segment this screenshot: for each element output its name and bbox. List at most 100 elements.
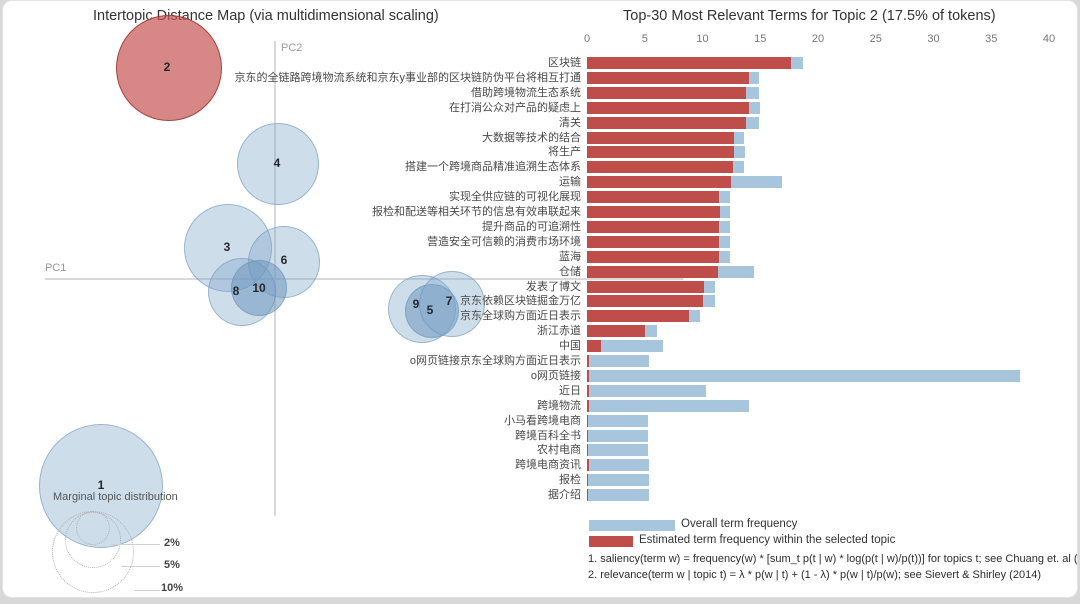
term-row[interactable]: 中国 xyxy=(3,339,1077,353)
topic-frequency-bar xyxy=(587,310,689,323)
term-label[interactable]: 近日 xyxy=(559,384,581,397)
term-row[interactable]: 近日 xyxy=(3,384,1077,398)
term-row[interactable]: 仓储 xyxy=(3,265,1077,279)
term-row[interactable]: 浙江赤道 xyxy=(3,324,1077,338)
topic-frequency-bar xyxy=(587,340,601,353)
topic-frequency-bar xyxy=(587,86,747,99)
term-label[interactable]: 清关 xyxy=(559,116,581,129)
term-label[interactable]: 跨境电商资讯 xyxy=(515,459,581,472)
topic-circle-4[interactable] xyxy=(237,123,319,205)
term-label[interactable]: 借助跨境物流生态系统 xyxy=(471,86,581,99)
term-label[interactable]: 据介绍 xyxy=(548,489,581,502)
term-row[interactable]: 报检 xyxy=(3,473,1077,487)
saliency-footnote: 1. saliency(term w) = frequency(w) * [su… xyxy=(588,553,1078,565)
pc1-axis-label: PC1 xyxy=(45,262,67,274)
term-label[interactable]: 中国 xyxy=(559,340,581,353)
term-label[interactable]: 浙江赤道 xyxy=(537,325,581,338)
topic-frequency-bar xyxy=(587,384,589,397)
topic-frequency-bar xyxy=(587,265,718,278)
term-label[interactable]: 营造安全可信赖的消费市场环境 xyxy=(427,235,581,248)
term-label[interactable]: 报检 xyxy=(559,474,581,487)
topic-frequency-bar xyxy=(587,429,589,442)
term-row[interactable]: 跨境电商资讯 xyxy=(3,458,1077,472)
term-label[interactable]: 跨境百科全书 xyxy=(515,429,581,442)
term-row[interactable]: 借助跨境物流生态系统 xyxy=(3,86,1077,100)
term-row[interactable]: 运输 xyxy=(3,175,1077,189)
term-label[interactable]: o网页链接 xyxy=(530,369,581,382)
overall-frequency-bar xyxy=(587,369,1021,382)
overall-frequency-swatch xyxy=(589,520,675,531)
topic-number-5: 5 xyxy=(426,303,434,317)
term-row[interactable]: 小马看跨境电商 xyxy=(3,414,1077,428)
term-row[interactable]: 营造安全可信赖的消费市场环境 xyxy=(3,235,1077,249)
term-row[interactable]: 跨境百科全书 xyxy=(3,429,1077,443)
term-row[interactable]: o网页链接京东全球购方面近日表示 xyxy=(3,354,1077,368)
term-row[interactable]: 京东全球购方面近日表示 xyxy=(3,309,1077,323)
term-label[interactable]: 运输 xyxy=(559,176,581,189)
topic-frequency-bar xyxy=(587,161,733,174)
term-label[interactable]: 京东的全链路跨境物流系统和京东y事业部的区块链防伪平台将相互打通 xyxy=(234,71,582,84)
topic-frequency-bar xyxy=(587,325,645,338)
term-label[interactable]: 小马看跨境电商 xyxy=(504,414,581,427)
term-row[interactable]: 农村电商 xyxy=(3,443,1077,457)
topic-frequency-bar xyxy=(587,116,747,129)
term-row[interactable]: 京东的全链路跨境物流系统和京东y事业部的区块链防伪平台将相互打通 xyxy=(3,71,1077,85)
topic-number-2: 2 xyxy=(163,60,171,74)
term-row[interactable]: 跨境物流 xyxy=(3,399,1077,413)
topic-number-10: 10 xyxy=(252,281,266,295)
pc2-axis-label: PC2 xyxy=(281,42,303,54)
term-row[interactable]: 将生产 xyxy=(3,145,1077,159)
topic-circle-2[interactable] xyxy=(116,15,222,121)
topic-frequency-bar xyxy=(587,57,792,69)
term-label[interactable]: 仓储 xyxy=(559,265,581,278)
x-axis-tick-5: 5 xyxy=(641,33,648,45)
term-row[interactable]: 京东依赖区块链掘金万亿 xyxy=(3,294,1077,308)
term-label[interactable]: 京东全球购方面近日表示 xyxy=(460,310,581,323)
term-row[interactable]: 报检和配送等相关环节的信息有效串联起来 xyxy=(3,205,1077,219)
term-label[interactable]: o网页链接京东全球购方面近日表示 xyxy=(409,355,581,367)
topic-frequency-bar xyxy=(587,399,589,412)
term-row[interactable]: 搭建一个跨境商品精准追溯生态体系 xyxy=(3,160,1077,174)
term-row[interactable]: 发表了博文 xyxy=(3,280,1077,294)
term-row[interactable]: 清关 xyxy=(3,116,1077,130)
size-legend-label-10pct: 10% xyxy=(161,582,184,594)
term-row[interactable]: 蓝海 xyxy=(3,250,1077,264)
term-row[interactable]: 提升商品的可追溯性 xyxy=(3,220,1077,234)
term-label[interactable]: 蓝海 xyxy=(559,250,581,263)
term-row[interactable]: 大数据等技术的结合 xyxy=(3,131,1077,145)
topic-frequency-bar xyxy=(587,459,589,472)
size-legend-leader-10pct xyxy=(134,590,160,591)
overall-frequency-label: Overall term frequency xyxy=(681,518,798,530)
topic-number-8: 8 xyxy=(232,284,240,298)
term-label[interactable]: 搭建一个跨境商品精准追溯生态体系 xyxy=(405,161,581,174)
term-row[interactable]: 实现全供应链的可视化展现 xyxy=(3,190,1077,204)
overall-frequency-bar xyxy=(587,414,649,427)
topic-number-3: 3 xyxy=(223,240,231,254)
topic-number-7: 7 xyxy=(445,294,453,308)
term-label[interactable]: 发表了博文 xyxy=(526,280,581,293)
x-axis-tick-25: 25 xyxy=(869,33,882,45)
term-label[interactable]: 提升商品的可追溯性 xyxy=(482,220,581,233)
topic-circle-10[interactable] xyxy=(231,260,287,316)
pc1-axis-line xyxy=(45,278,683,280)
topic-number-4: 4 xyxy=(273,156,281,170)
term-label[interactable]: 将生产 xyxy=(548,146,581,159)
term-label[interactable]: 跨境物流 xyxy=(537,399,581,412)
term-label[interactable]: 京东依赖区块链掘金万亿 xyxy=(460,295,581,308)
topic-frequency-bar xyxy=(587,235,719,248)
topic-frequency-bar xyxy=(587,280,704,293)
term-label[interactable]: 区块链 xyxy=(548,57,581,69)
term-row[interactable]: 在打消公众对产品的疑虑上 xyxy=(3,101,1077,115)
term-row[interactable]: o网页链接 xyxy=(3,369,1077,383)
term-label[interactable]: 大数据等技术的结合 xyxy=(482,131,581,144)
topic-number-6: 6 xyxy=(280,253,288,267)
topic-frequency-swatch xyxy=(589,536,633,547)
term-label[interactable]: 在打消公众对产品的疑虑上 xyxy=(449,101,581,114)
term-label[interactable]: 实现全供应链的可视化展现 xyxy=(449,191,581,204)
size-legend-circle-10pct xyxy=(52,511,134,593)
term-label[interactable]: 农村电商 xyxy=(537,444,581,457)
term-label[interactable]: 报检和配送等相关环节的信息有效串联起来 xyxy=(372,206,581,218)
term-row[interactable]: 区块链 xyxy=(3,56,1077,70)
term-row[interactable]: 据介绍 xyxy=(3,488,1077,502)
topic-circle-7[interactable] xyxy=(419,271,485,337)
